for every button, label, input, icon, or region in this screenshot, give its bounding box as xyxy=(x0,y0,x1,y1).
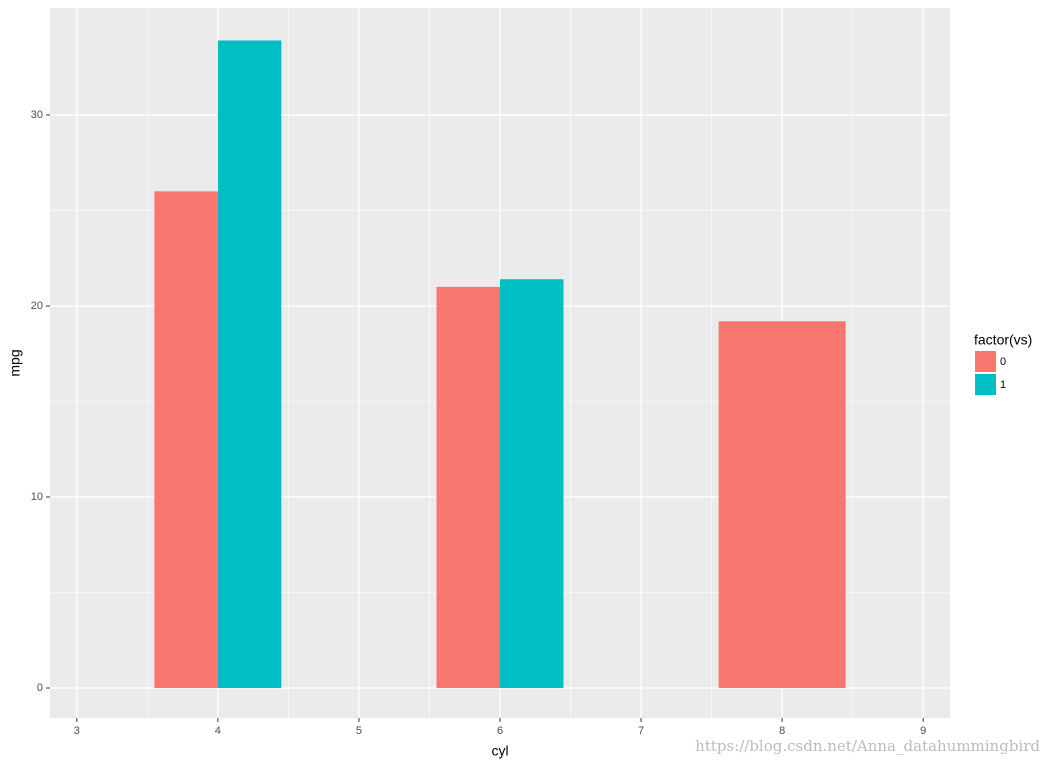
x-axis-title: cyl xyxy=(491,743,508,759)
legend-label: 0 xyxy=(1000,356,1006,368)
x-tick-label: 8 xyxy=(779,725,785,737)
y-tick-label: 0 xyxy=(37,682,43,694)
x-tick-label: 5 xyxy=(356,725,362,737)
y-tick-label: 30 xyxy=(31,109,43,121)
x-tick-label: 4 xyxy=(215,725,221,737)
x-tick-label: 9 xyxy=(920,725,926,737)
x-tick-label: 3 xyxy=(74,725,80,737)
x-tick-label: 7 xyxy=(638,725,644,737)
legend-key xyxy=(975,351,996,372)
bar xyxy=(718,321,846,689)
bar xyxy=(436,286,500,689)
x-tick-label: 6 xyxy=(497,725,503,737)
legend-label: 1 xyxy=(1000,379,1006,391)
y-axis-title: mpg xyxy=(7,349,23,376)
bar xyxy=(217,40,282,689)
bar xyxy=(500,279,564,689)
legend-key xyxy=(975,374,996,395)
bar xyxy=(154,191,218,689)
y-tick-label: 20 xyxy=(31,300,43,312)
y-tick-label: 10 xyxy=(31,491,43,503)
legend-title: factor(vs) xyxy=(974,332,1032,348)
watermark: https://blog.csdn.net/Anna_datahummingbi… xyxy=(695,737,1040,755)
